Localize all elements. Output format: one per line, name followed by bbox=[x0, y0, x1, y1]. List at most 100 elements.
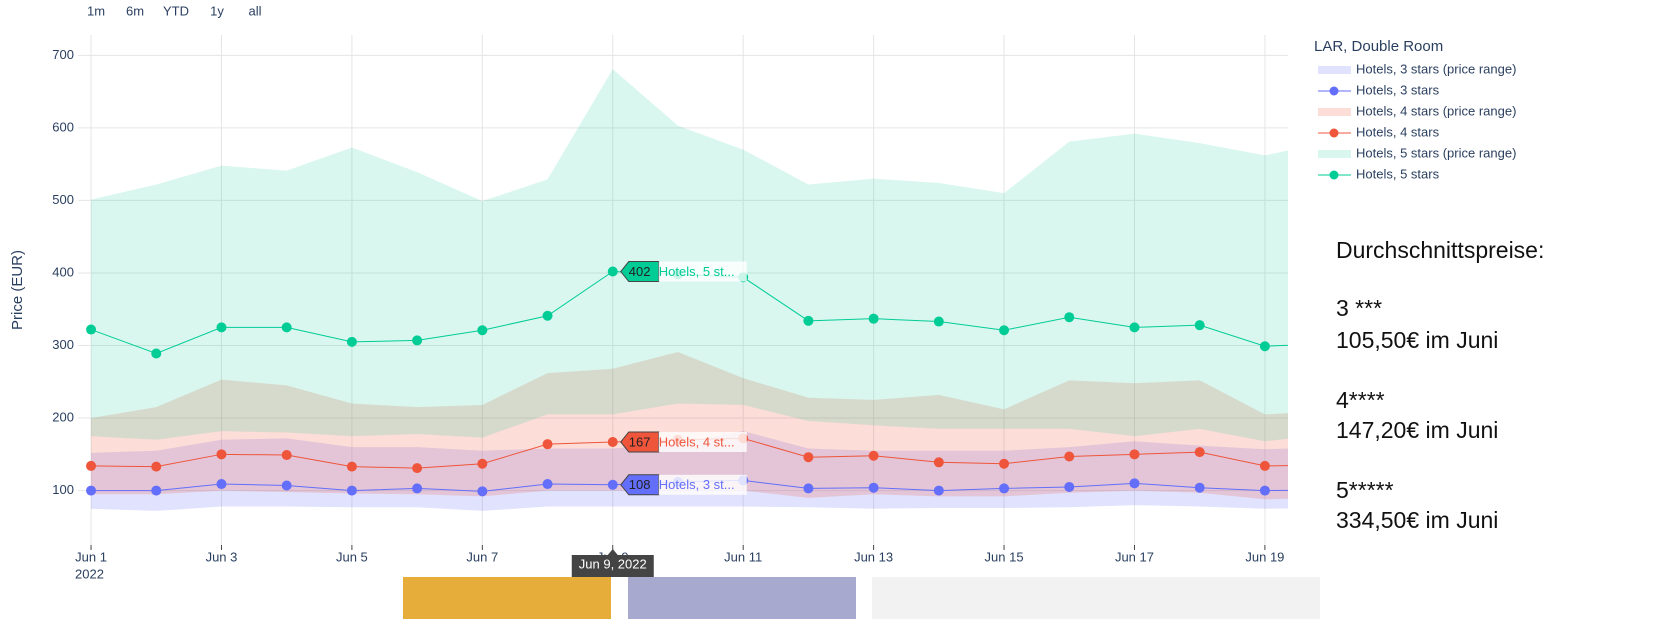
x-tick-label: Jun 7 bbox=[466, 549, 498, 564]
side-price: 105,50€ im Juni bbox=[1336, 327, 1498, 353]
point bbox=[999, 325, 1010, 336]
x-tick-label: Jun 19 bbox=[1245, 549, 1284, 564]
legend-label: Hotels, 4 stars (price range) bbox=[1356, 103, 1516, 118]
range-button[interactable]: 1y bbox=[210, 3, 224, 18]
legend-band-icon bbox=[1318, 150, 1351, 158]
y-tick-label: 600 bbox=[52, 119, 74, 134]
range-button[interactable]: 6m bbox=[126, 3, 144, 18]
point bbox=[933, 457, 944, 468]
thumbnail bbox=[872, 577, 1320, 619]
thumbnail bbox=[628, 577, 856, 619]
hover-value: 402 bbox=[629, 264, 651, 279]
point bbox=[477, 486, 488, 497]
point bbox=[607, 266, 618, 277]
point bbox=[803, 315, 814, 326]
point bbox=[412, 335, 423, 346]
hover-name: Hotels, 5 st... bbox=[659, 264, 735, 279]
point bbox=[1325, 338, 1335, 348]
point bbox=[1194, 447, 1205, 458]
side-price: 334,50€ im Juni bbox=[1336, 507, 1498, 533]
hover-name-box bbox=[658, 474, 747, 495]
point bbox=[281, 322, 292, 333]
legend-marker bbox=[1329, 170, 1339, 180]
point bbox=[607, 436, 618, 447]
point bbox=[868, 482, 879, 493]
point bbox=[607, 479, 618, 490]
point bbox=[868, 450, 879, 461]
point bbox=[216, 479, 227, 490]
y-tick-label: 200 bbox=[52, 409, 74, 424]
point bbox=[1129, 449, 1140, 460]
legend-marker bbox=[1329, 86, 1339, 96]
point bbox=[216, 449, 227, 460]
legend-band-icon bbox=[1318, 108, 1351, 116]
legend-label: Hotels, 5 stars (price range) bbox=[1356, 145, 1516, 160]
point bbox=[346, 336, 357, 347]
y-tick-label: 700 bbox=[52, 47, 74, 62]
hover-value: 167 bbox=[629, 434, 651, 449]
price-range-band bbox=[91, 352, 1288, 500]
point bbox=[542, 439, 553, 450]
point bbox=[216, 322, 227, 333]
y-tick-label: 400 bbox=[52, 264, 74, 279]
y-axis-title: Price (EUR) bbox=[9, 250, 26, 330]
x-tick-label: Jun 3 bbox=[206, 549, 238, 564]
point bbox=[86, 460, 97, 471]
x-year-label: 2022 bbox=[75, 566, 104, 581]
x-tick-label: Jun 13 bbox=[854, 549, 893, 564]
range-button[interactable]: YTD bbox=[163, 3, 189, 18]
plot-area bbox=[78, 35, 1335, 545]
point bbox=[868, 313, 879, 324]
side-stars: 4**** bbox=[1336, 387, 1385, 413]
hover-x-label: Jun 9, 2022 bbox=[579, 556, 647, 571]
point bbox=[1064, 312, 1075, 323]
side-stars: 5***** bbox=[1336, 477, 1394, 503]
point bbox=[1194, 482, 1205, 493]
x-tick-label: Jun 17 bbox=[1115, 549, 1154, 564]
point bbox=[803, 483, 814, 494]
point bbox=[86, 485, 97, 496]
price-range-band bbox=[91, 431, 1288, 511]
point bbox=[281, 450, 292, 461]
hover-name: Hotels, 3 st... bbox=[659, 477, 735, 492]
point bbox=[281, 480, 292, 491]
hover-name: Hotels, 4 st... bbox=[659, 434, 735, 449]
point bbox=[1325, 460, 1335, 470]
hover-value: 108 bbox=[629, 477, 651, 492]
point bbox=[412, 463, 423, 474]
legend-marker bbox=[1329, 128, 1339, 138]
x-tick-label: Jun 5 bbox=[336, 549, 368, 564]
point bbox=[477, 458, 488, 469]
x-tick-label: Jun 1 bbox=[75, 549, 107, 564]
point bbox=[1129, 322, 1140, 333]
legend-label: Hotels, 5 stars bbox=[1356, 166, 1440, 181]
point bbox=[933, 316, 944, 327]
point bbox=[151, 485, 162, 496]
side-title: Durchschnittspreise: bbox=[1336, 237, 1544, 263]
point bbox=[1064, 481, 1075, 492]
legend-title: LAR, Double Room bbox=[1314, 38, 1443, 55]
point bbox=[477, 325, 488, 336]
legend-label: Hotels, 3 stars bbox=[1356, 82, 1440, 97]
legend-label: Hotels, 4 stars bbox=[1356, 124, 1440, 139]
point bbox=[542, 479, 553, 490]
range-button[interactable]: all bbox=[248, 3, 261, 18]
point bbox=[999, 458, 1010, 469]
legend-label: Hotels, 3 stars (price range) bbox=[1356, 61, 1516, 76]
point bbox=[86, 324, 97, 335]
point bbox=[1259, 341, 1270, 352]
point bbox=[346, 485, 357, 496]
y-tick-label: 300 bbox=[52, 337, 74, 352]
point bbox=[1064, 451, 1075, 462]
side-price: 147,20€ im Juni bbox=[1336, 417, 1498, 443]
thumbnail bbox=[403, 577, 611, 619]
hover-name-box bbox=[658, 431, 747, 452]
range-button[interactable]: 1m bbox=[87, 3, 105, 18]
point bbox=[1194, 320, 1205, 331]
point bbox=[803, 452, 814, 463]
point bbox=[1129, 478, 1140, 489]
point bbox=[151, 348, 162, 359]
y-tick-label: 500 bbox=[52, 192, 74, 207]
